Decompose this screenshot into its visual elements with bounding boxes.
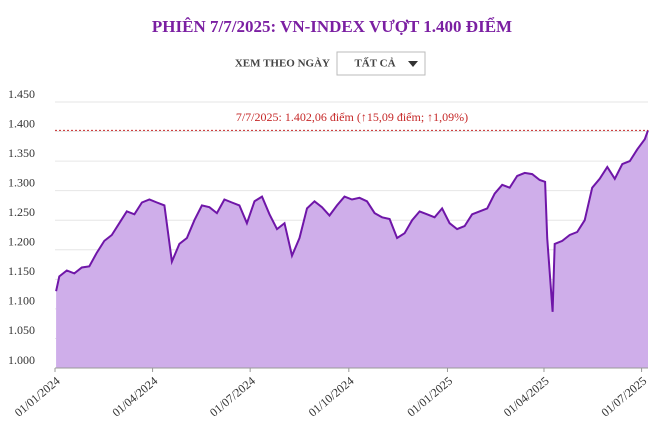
y-tick-label: 1.050: [8, 323, 35, 337]
y-tick-label: 1.150: [8, 264, 35, 278]
x-tick-label: 01/04/2024: [109, 374, 160, 420]
x-tick-label: 01/01/2025: [404, 374, 455, 420]
dropdown[interactable]: TẤT CẢ: [336, 51, 426, 76]
control-label: XEM THEO NGÀY: [235, 58, 330, 70]
annotation: 7/7/2025: 1.402,06 điểm (↑15,09 điểm; ↑1…: [236, 110, 468, 124]
y-tick-label: 1.000: [8, 353, 35, 367]
y-tick-label: 1.450: [8, 87, 35, 101]
dropdown-text[interactable]: TẤT CẢ: [354, 57, 395, 70]
area: [56, 130, 649, 368]
x-tick-label: 01/10/2024: [306, 374, 357, 420]
y-tick-label: 1.400: [8, 116, 35, 130]
line: [55, 129, 649, 312]
x-tick-label: 01/07/2024: [207, 374, 258, 420]
x-tick-label: 01/07/2025: [598, 374, 649, 420]
y-tick-label: 1.300: [8, 175, 35, 189]
y-tick-label: 1.350: [8, 146, 35, 160]
y-tick-label: 1.100: [8, 294, 35, 308]
dropdown-arrow[interactable]: [408, 61, 418, 67]
y-tick-label: 1.250: [8, 205, 35, 219]
dropdown-box[interactable]: [336, 51, 426, 76]
x-tick-label: 01/01/2024: [12, 374, 63, 420]
x-tick-label: 01/04/2025: [501, 374, 552, 420]
chart-title: PHIÊN 7/7/2025: VN-INDEX VƯỢT 1.400 ĐIỂM: [152, 17, 512, 36]
y-tick-label: 1.200: [8, 235, 35, 249]
